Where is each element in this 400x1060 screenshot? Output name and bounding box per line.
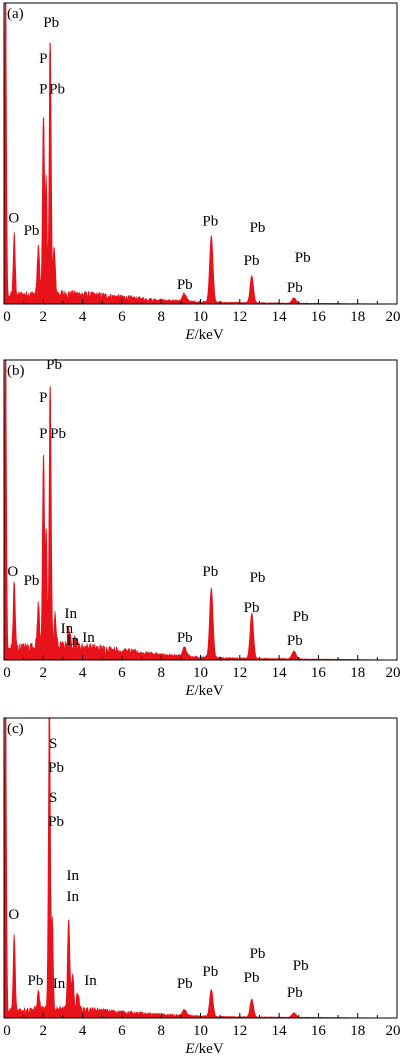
peak-annotation: O [8,907,19,923]
x-tick-label: 2 [40,309,48,325]
peak-annotation: Pb [50,426,66,442]
x-axis-label-unit: /keV [195,327,224,343]
x-tick-label: 10 [193,665,208,681]
x-tick-label: 18 [350,309,365,325]
x-axis-label-symbol: E [184,327,194,343]
peak-annotation: Pb [295,250,311,266]
x-tick-label: 8 [157,1023,165,1039]
x-tick-label: 6 [118,309,126,325]
peak-annotation: Pb [28,973,44,989]
x-axis-label-unit: /keV [195,1041,224,1057]
x-tick-label: 12 [232,1023,247,1039]
peak-annotation: S [49,736,57,752]
x-tick-label: 16 [311,309,327,325]
x-tick-label: 20 [386,1023,400,1039]
x-tick-label: 2 [40,665,48,681]
x-tick-label: 14 [272,309,288,325]
x-tick-label: 4 [79,1023,87,1039]
x-tick-label: 8 [157,309,165,325]
panel-label: (b) [7,363,25,379]
peak-annotation: Pb [46,357,62,373]
peak-annotation: In [84,973,97,989]
x-tick-label: 12 [232,665,247,681]
peak-annotation: Pb [177,277,193,293]
peak-annotation: In [65,606,78,622]
panel-label: (a) [7,6,24,22]
x-tick-label: 20 [386,665,400,681]
x-tick-label: 10 [193,1023,208,1039]
peak-annotation: Pb [244,253,260,269]
peak-annotation: In [61,621,74,637]
x-tick-label: 12 [232,309,247,325]
peak-annotation: Pb [49,81,65,97]
peak-annotation: Pb [250,946,266,962]
x-tick-label: 6 [118,1023,126,1039]
peak-annotation: O [7,564,18,580]
x-tick-label: 16 [311,1023,327,1039]
x-tick-label: 0 [3,665,11,681]
peak-annotation: Pb [48,814,64,830]
peak-annotation: S [49,790,57,806]
peak-annotation: P [39,426,47,442]
x-axis-label-symbol: E [184,1041,194,1057]
peak-annotation: Pb [287,985,303,1001]
peak-annotation: Pb [24,223,40,239]
peak-annotation: Pb [293,609,309,625]
x-tick-label: 16 [311,665,327,681]
peak-annotation: Pb [24,573,40,589]
peak-annotation: In [82,630,95,646]
peak-annotation: Pb [287,633,303,649]
x-tick-label: 14 [272,1023,288,1039]
peak-annotation: Pb [43,15,59,31]
x-tick-label: 0 [3,309,11,325]
peak-annotation: Pb [293,958,309,974]
x-tick-label: 14 [272,665,288,681]
spectrum-series [3,359,388,661]
peak-annotation: P [39,51,47,67]
peak-annotation: In [53,976,66,992]
peak-annotation: Pb [177,630,193,646]
x-axis-label-unit: /keV [195,683,224,699]
peak-annotation: Pb [244,600,260,616]
peak-annotation: O [8,211,19,227]
x-tick-label: 18 [350,1023,365,1039]
peak-annotation: Pb [202,564,218,580]
spectrum-series [3,2,388,305]
peak-annotation: Pb [202,964,218,980]
x-tick-label: 0 [3,1023,11,1039]
panel-label: (c) [7,721,24,737]
peak-annotation: Pb [48,760,64,776]
x-axis-label: E/keV [184,1041,223,1057]
x-tick-label: 20 [386,309,400,325]
x-axis-label-symbol: E [184,683,194,699]
peak-annotation: P [39,81,47,97]
peak-annotation: Pb [177,976,193,992]
peak-annotation: Pb [202,214,218,230]
panel-3: 0 2 4 6 8 10 12 14 16 18 20 E/keV (c) S Pb S Pb In In O Pb In… [3,717,400,1057]
plot-frame [3,2,398,305]
peak-annotation: In [67,868,80,884]
x-tick-label: 4 [79,665,87,681]
peak-annotation: Pb [244,970,260,986]
peak-annotation: P [39,390,47,406]
x-tick-label: 6 [118,665,126,681]
peak-annotation: Pb [250,570,266,586]
peak-annotation: Pb [250,220,266,236]
plot-frame [3,359,398,661]
x-axis-label: E/keV [184,327,223,343]
x-tick-label: 18 [350,665,365,681]
x-tick-label: 8 [157,665,165,681]
peak-annotation: In [67,633,80,649]
x-tick-label: 4 [79,309,87,325]
x-axis-label: E/keV [184,683,223,699]
x-tick-label: 10 [193,309,208,325]
peak-annotation: Pb [287,280,303,296]
peak-annotation: In [67,889,80,905]
x-tick-label: 2 [40,1023,48,1039]
